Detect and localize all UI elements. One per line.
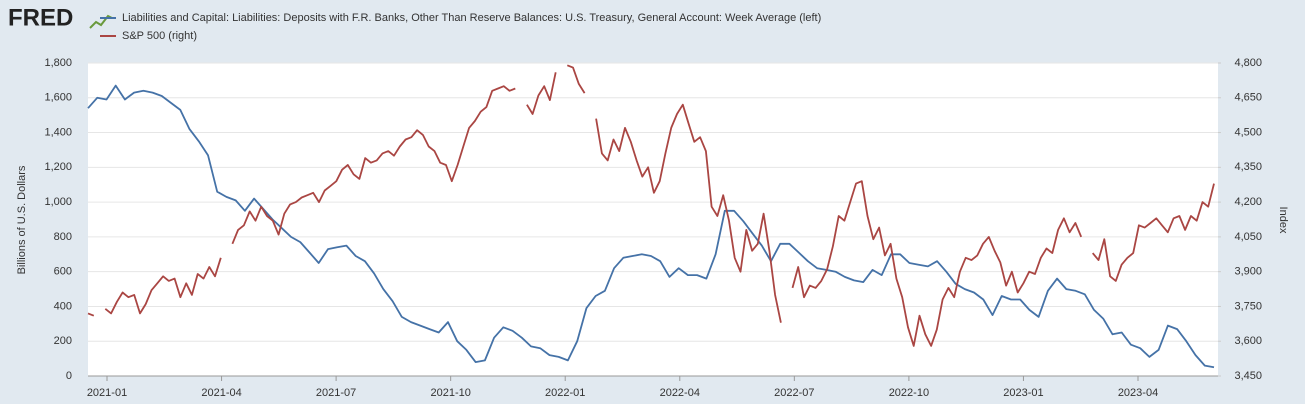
- x-tick-label: 2023-04: [1118, 387, 1158, 399]
- y2-tick-label: 3,600: [1234, 335, 1262, 347]
- x-tick-label: 2022-04: [660, 387, 700, 399]
- y2-tick-label: 4,800: [1234, 57, 1262, 69]
- y-tick-label: 1,400: [44, 126, 72, 138]
- y2-tick-label: 4,650: [1234, 92, 1262, 104]
- logo-icon: [89, 14, 113, 29]
- legend-label: S&P 500 (right): [122, 30, 197, 42]
- x-tick-label: 2023-01: [1003, 387, 1043, 399]
- y-tick-label: 1,000: [44, 196, 72, 208]
- y2-tick-label: 3,450: [1234, 370, 1262, 382]
- y-tick-label: 800: [54, 231, 72, 243]
- y2-tick-label: 4,350: [1234, 161, 1262, 173]
- x-tick-label: 2022-01: [545, 387, 585, 399]
- x-tick-label: 2022-07: [774, 387, 814, 399]
- y2-tick-label: 3,900: [1234, 266, 1262, 278]
- y-tick-label: 200: [54, 335, 72, 347]
- x-tick-label: 2021-07: [316, 387, 356, 399]
- x-tick-label: 2022-10: [889, 387, 929, 399]
- y2-tick-label: 3,750: [1234, 300, 1262, 312]
- x-tick-label: 2021-04: [201, 387, 241, 399]
- y-tick-label: 600: [54, 266, 72, 278]
- x-tick-label: 2021-01: [87, 387, 127, 399]
- y2-axis-title: Index: [1277, 207, 1289, 234]
- y2-tick-label: 4,050: [1234, 231, 1262, 243]
- y-tick-label: 400: [54, 300, 72, 312]
- series-line: [87, 84, 1215, 369]
- y-tick-label: 0: [66, 370, 72, 382]
- logo: FRED: [8, 4, 73, 31]
- y-axis-title: Billions of U.S. Dollars: [16, 165, 28, 274]
- y2-tick-label: 4,500: [1234, 126, 1262, 138]
- y-tick-label: 1,800: [44, 57, 72, 69]
- plot-area: [88, 63, 1218, 376]
- y-tick-label: 1,600: [44, 92, 72, 104]
- series-line: [87, 64, 1215, 347]
- x-tick-label: 2021-10: [430, 387, 470, 399]
- legend-label: Liabilities and Capital: Liabilities: De…: [122, 12, 821, 24]
- y-tick-label: 1,200: [44, 161, 72, 173]
- y2-tick-label: 4,200: [1234, 196, 1262, 208]
